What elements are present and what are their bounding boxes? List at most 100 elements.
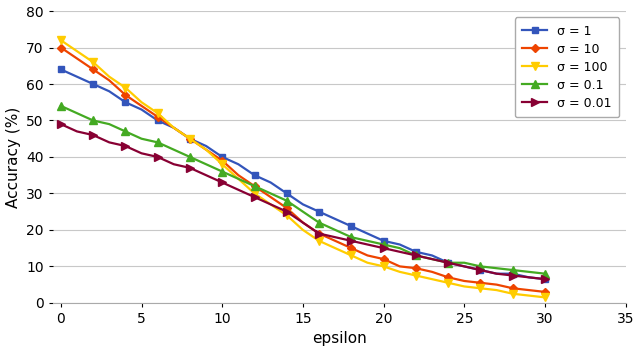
σ = 10	[396, 264, 404, 269]
Line: σ = 1: σ = 1	[58, 66, 548, 283]
σ = 1	[57, 67, 65, 71]
σ = 10	[428, 270, 436, 274]
σ = 1	[493, 272, 500, 276]
σ = 0.1	[202, 162, 210, 166]
σ = 0.01	[525, 275, 532, 279]
σ = 10	[477, 281, 484, 285]
σ = 10	[525, 288, 532, 292]
σ = 100	[202, 147, 210, 152]
σ = 10	[170, 126, 178, 130]
σ = 1	[89, 82, 97, 86]
σ = 0.01	[218, 180, 226, 184]
σ = 0.01	[267, 202, 275, 207]
σ = 100	[364, 260, 371, 265]
σ = 0.1	[122, 129, 129, 133]
σ = 1	[170, 126, 178, 130]
σ = 100	[89, 60, 97, 64]
σ = 10	[57, 45, 65, 50]
σ = 10	[380, 257, 387, 261]
σ = 10	[154, 115, 161, 119]
σ = 100	[493, 288, 500, 292]
σ = 0.01	[154, 155, 161, 159]
σ = 0.01	[106, 140, 113, 144]
σ = 10	[186, 137, 194, 141]
σ = 100	[251, 191, 259, 196]
σ = 0.1	[541, 272, 549, 276]
σ = 1	[444, 260, 452, 265]
σ = 0.01	[122, 144, 129, 148]
σ = 100	[234, 177, 242, 181]
σ = 0.1	[396, 246, 404, 250]
σ = 1	[106, 89, 113, 93]
σ = 0.1	[364, 239, 371, 243]
σ = 0.01	[89, 133, 97, 137]
σ = 0.01	[412, 253, 420, 258]
σ = 100	[122, 86, 129, 90]
σ = 0.01	[73, 129, 81, 133]
σ = 10	[509, 286, 516, 290]
σ = 100	[348, 253, 355, 258]
σ = 0.01	[509, 274, 516, 278]
σ = 0.1	[380, 243, 387, 247]
σ = 0.1	[332, 228, 339, 232]
σ = 10	[106, 78, 113, 82]
σ = 1	[364, 232, 371, 236]
σ = 0.1	[428, 257, 436, 261]
σ = 10	[267, 195, 275, 199]
σ = 0.1	[283, 199, 291, 203]
σ = 1	[251, 173, 259, 177]
Line: σ = 0.01: σ = 0.01	[57, 120, 549, 283]
σ = 0.01	[460, 264, 468, 269]
σ = 0.01	[493, 272, 500, 276]
σ = 10	[541, 290, 549, 294]
σ = 1	[316, 209, 323, 214]
σ = 1	[412, 250, 420, 254]
σ = 100	[509, 291, 516, 296]
σ = 100	[396, 270, 404, 274]
σ = 1	[202, 144, 210, 148]
σ = 0.1	[493, 266, 500, 270]
σ = 100	[428, 277, 436, 281]
σ = 0.01	[348, 239, 355, 243]
σ = 0.1	[106, 122, 113, 126]
σ = 100	[332, 246, 339, 250]
σ = 10	[460, 279, 468, 283]
σ = 0.1	[412, 253, 420, 258]
σ = 1	[541, 277, 549, 281]
σ = 1	[122, 100, 129, 104]
σ = 1	[428, 253, 436, 258]
σ = 100	[444, 281, 452, 285]
Y-axis label: Accuracy (%): Accuracy (%)	[6, 106, 20, 208]
σ = 0.01	[170, 162, 178, 166]
σ = 10	[234, 173, 242, 177]
σ = 0.1	[267, 191, 275, 196]
σ = 100	[106, 75, 113, 79]
σ = 1	[283, 191, 291, 196]
σ = 10	[202, 147, 210, 152]
σ = 1	[509, 272, 516, 276]
Line: σ = 100: σ = 100	[57, 36, 549, 302]
σ = 10	[299, 220, 307, 225]
σ = 10	[332, 239, 339, 243]
σ = 100	[73, 49, 81, 53]
Line: σ = 10: σ = 10	[58, 45, 548, 295]
σ = 1	[186, 137, 194, 141]
X-axis label: epsilon: epsilon	[312, 332, 367, 346]
σ = 1	[332, 217, 339, 221]
Line: σ = 0.1: σ = 0.1	[57, 102, 549, 278]
σ = 10	[251, 184, 259, 188]
σ = 0.1	[170, 147, 178, 152]
σ = 100	[154, 111, 161, 115]
σ = 100	[186, 137, 194, 141]
σ = 10	[348, 246, 355, 250]
σ = 10	[73, 56, 81, 61]
σ = 0.1	[509, 268, 516, 272]
σ = 0.1	[218, 169, 226, 174]
σ = 0.1	[477, 264, 484, 269]
σ = 100	[477, 286, 484, 290]
σ = 1	[234, 162, 242, 166]
σ = 0.01	[202, 173, 210, 177]
σ = 10	[218, 158, 226, 163]
σ = 10	[364, 253, 371, 258]
σ = 100	[57, 38, 65, 42]
